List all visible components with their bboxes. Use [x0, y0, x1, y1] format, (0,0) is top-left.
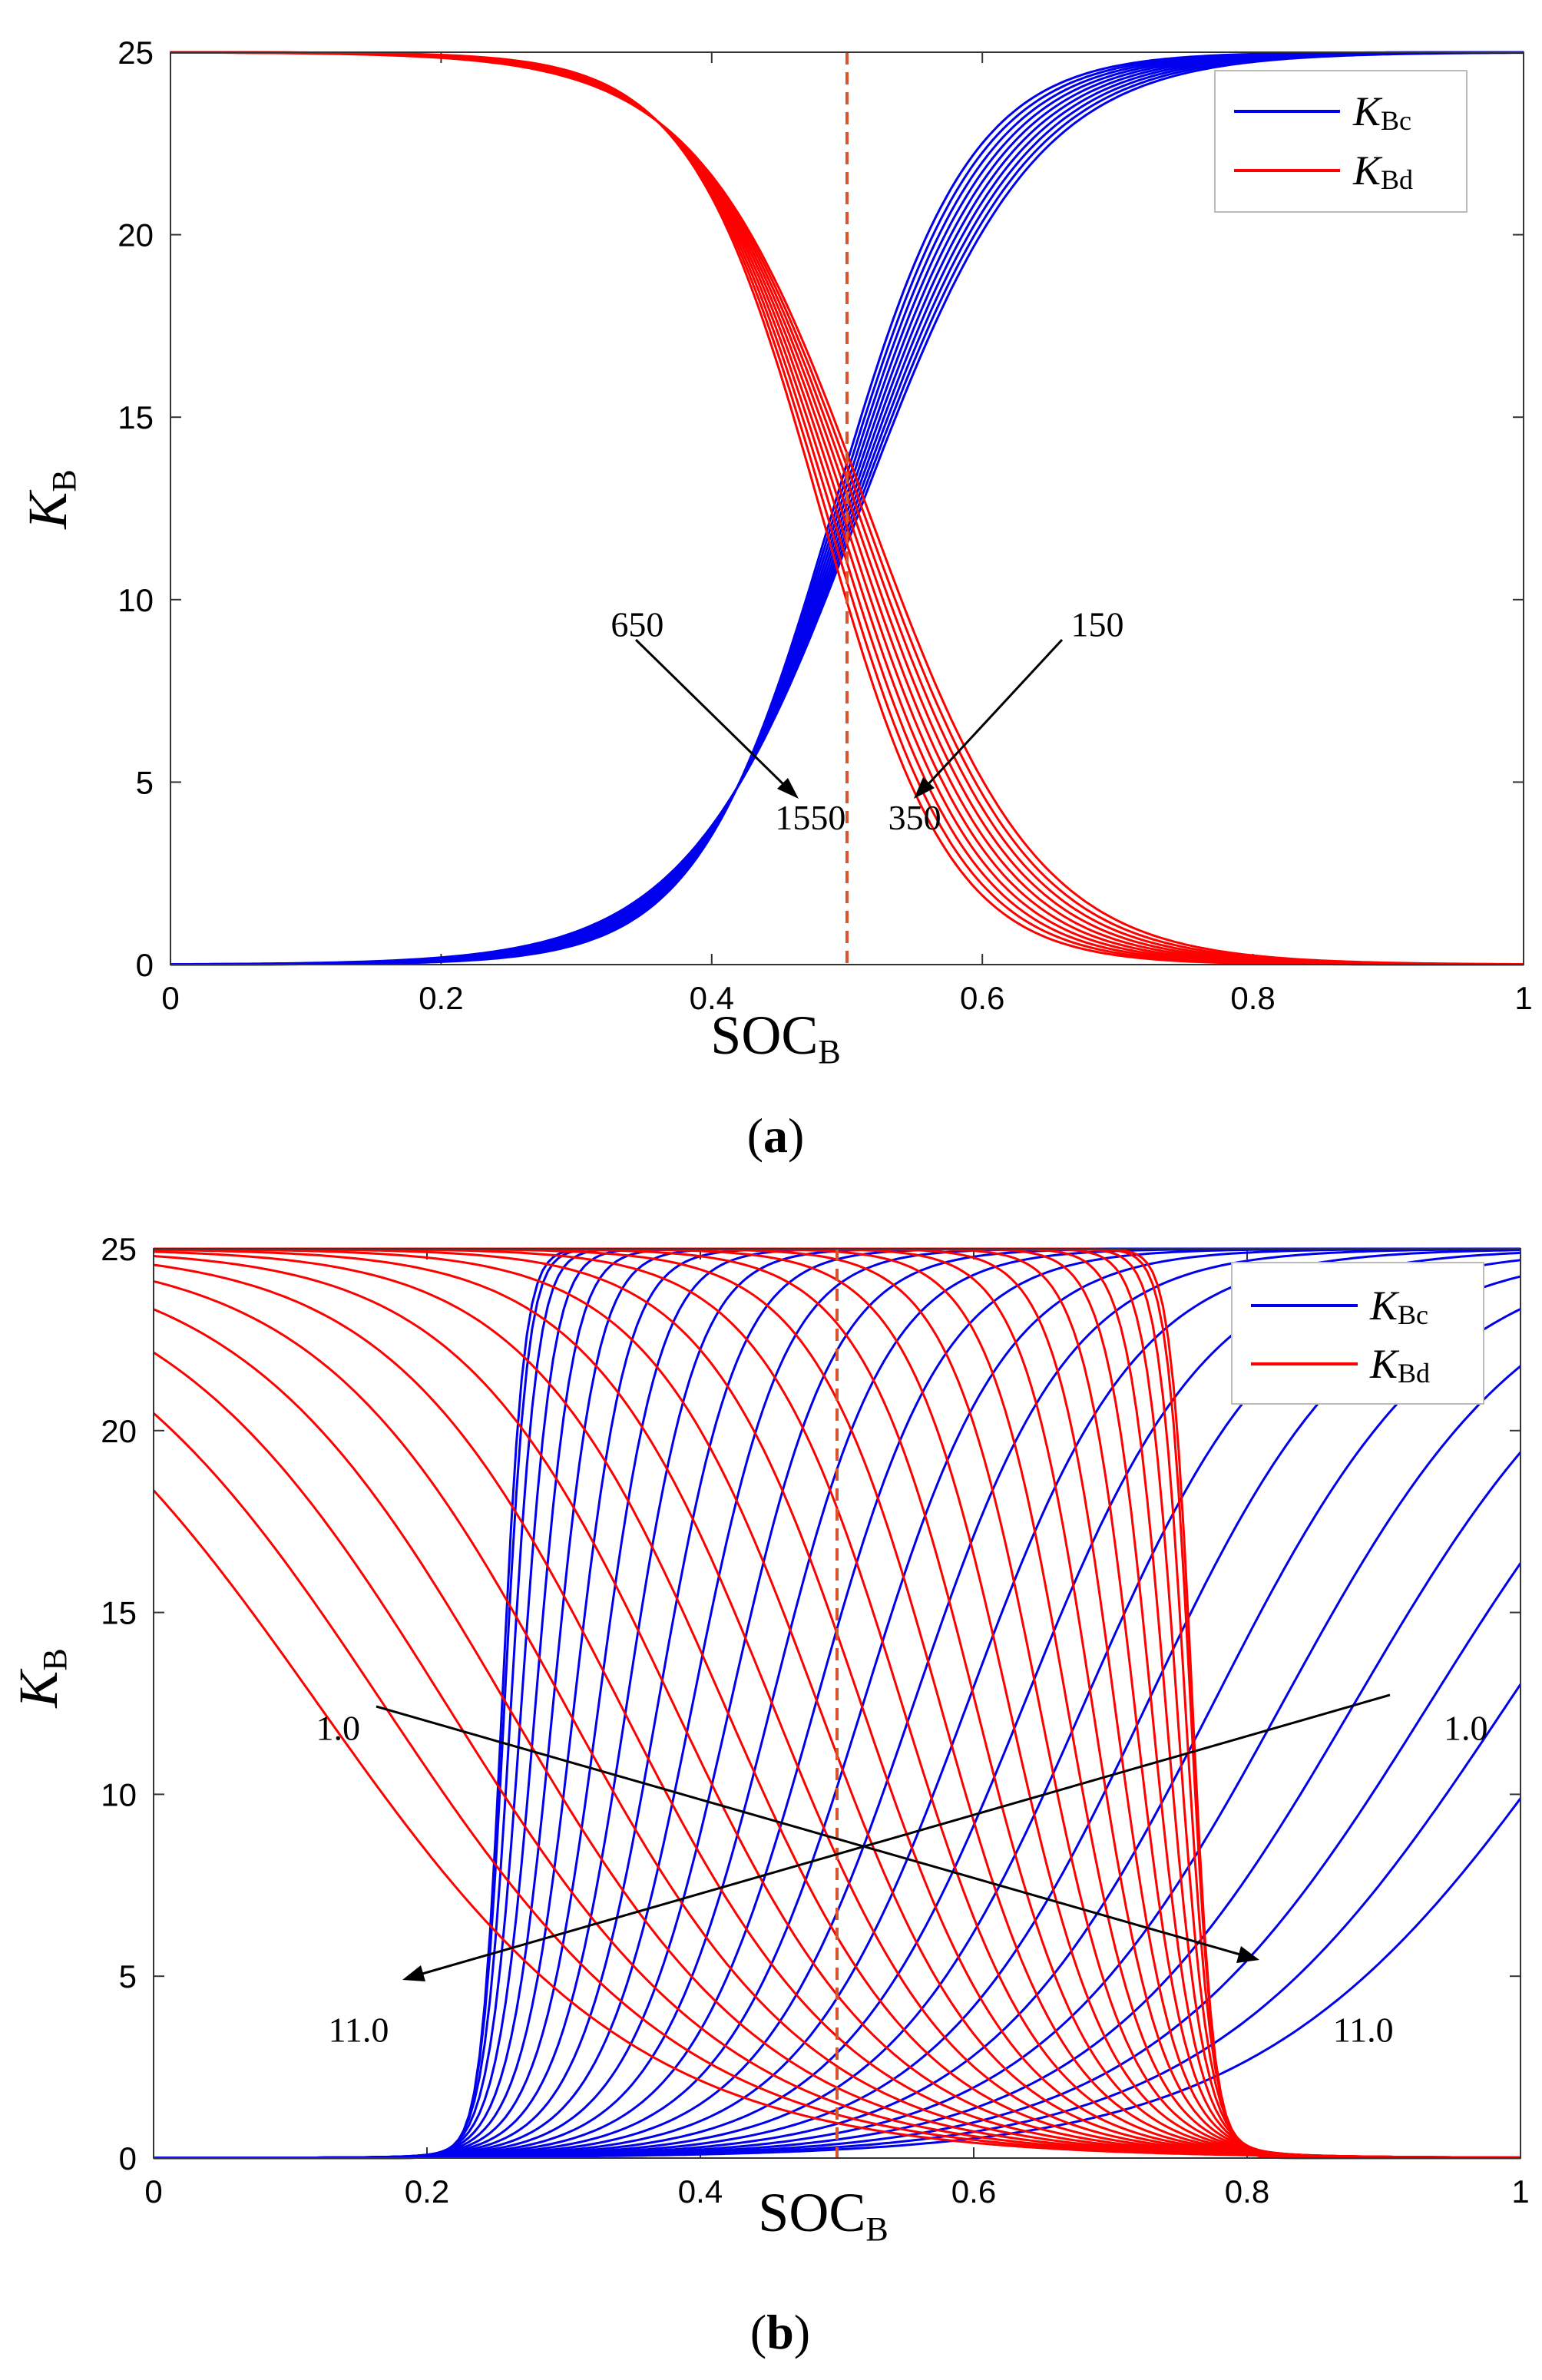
y-tick-label: 15: [101, 1595, 137, 1631]
y-tick-label: 5: [136, 764, 154, 800]
x-tick-label: 1: [1514, 980, 1532, 1016]
panel-b-annotation-arrows: [376, 1693, 1391, 1981]
panel-a-arrowhead-right: [914, 777, 935, 799]
panel-b-legend-kbd: KBd: [1369, 1341, 1430, 1389]
panel-a-arrowhead-left: [777, 778, 799, 799]
panel-a-arrow-left: [634, 638, 786, 787]
panel-b-legend-kbc: KBc: [1369, 1283, 1428, 1330]
x-tick-label: 0.4: [678, 2173, 723, 2210]
panel-b-x-tick-labels: 0 0.2 0.4 0.6 0.8 1: [144, 2173, 1529, 2210]
panel-b-arrowhead-down: [1236, 1946, 1259, 1963]
annotation-label: 650: [611, 604, 663, 644]
panel-a-x-tick-labels: 0 0.2 0.4 0.6 0.8 1: [161, 980, 1532, 1016]
series-line-kbd: [152, 1489, 1520, 2159]
panel-a-legend-kbd: KBd: [1352, 147, 1413, 195]
x-tick-label: 1: [1511, 2173, 1529, 2210]
panel-a-x-axis-title: SOCB: [710, 1005, 840, 1071]
panel-b-legend: KBc KBd: [1231, 1262, 1484, 1405]
annotation-label: 1550: [775, 798, 845, 837]
y-tick-label: 0: [136, 947, 154, 983]
x-tick-label: 0.2: [419, 980, 463, 1016]
x-tick-label: 0: [144, 2173, 162, 2210]
panel-a-plot-frame: [170, 51, 1524, 965]
panel-b-annotations: 1.0 11.0 1.0 11.0: [316, 1708, 1488, 2049]
annotation-label: 350: [888, 798, 941, 837]
panel-b-label: (b): [750, 2305, 810, 2359]
panel-a-legend-kbc: KBc: [1352, 88, 1411, 136]
panel-a-annotations: 650 1550 150 350: [611, 604, 1123, 837]
panel-a-arrow-right: [925, 638, 1064, 787]
annotation-label: 11.0: [1333, 2010, 1394, 2049]
x-tick-label: 0.4: [690, 980, 734, 1016]
annotation-label: 11.0: [329, 2010, 389, 2049]
panel-a-legend-box: [1214, 70, 1468, 213]
panel-a-y-tick-labels: 0 5 10 15 20 25: [117, 35, 154, 983]
panel-a-annotation-arrows: [634, 638, 1064, 799]
annotation-label: 1.0: [316, 1708, 361, 1747]
panel-b-arrow-up: [422, 1693, 1391, 1975]
panel-b-x-axis-title: SOCB: [758, 2182, 888, 2248]
x-tick-label: 0.8: [1230, 980, 1275, 1016]
y-tick-label: 25: [101, 1231, 137, 1267]
y-tick-label: 25: [117, 35, 154, 71]
panel-a-legend: KBc KBd: [1214, 70, 1468, 213]
x-tick-label: 0.6: [960, 980, 1004, 1016]
x-tick-label: 0: [161, 980, 179, 1016]
panel-b: 0 5 10 15 20 25 0 0.2 0.4 0.6 0.8 1 KBc KBd 1.0 11.…: [8, 1231, 1530, 2359]
panel-b-y-tick-labels: 0 5 10 15 20 25: [101, 1231, 137, 2176]
y-tick-label: 15: [117, 399, 154, 435]
annotation-label: 150: [1070, 604, 1123, 644]
panel-b-plot-frame: [153, 1248, 1521, 2159]
panel-a-y-axis-title: KB: [17, 469, 83, 529]
y-tick-label: 20: [101, 1413, 137, 1449]
y-tick-label: 5: [119, 1958, 137, 1994]
annotation-label: 1.0: [1444, 1708, 1488, 1747]
y-tick-label: 20: [117, 217, 154, 253]
y-tick-label: 10: [101, 1776, 137, 1812]
x-tick-label: 0.8: [1225, 2173, 1269, 2210]
x-tick-label: 0.2: [405, 2173, 449, 2210]
panel-b-arrowhead-up: [402, 1965, 425, 1981]
panel-b-y-axis-title: KB: [8, 1648, 74, 1708]
panel-b-arrow-down: [376, 1705, 1241, 1956]
panel-a: 0 5 10 15 20 25 0 0.2 0.4 0.6 0.8 1 KBc KBd 650 155…: [17, 35, 1533, 1163]
y-tick-label: 0: [119, 2140, 137, 2176]
x-tick-label: 0.6: [951, 2173, 996, 2210]
y-tick-label: 10: [117, 582, 154, 618]
panel-a-label: (a): [747, 1108, 805, 1163]
panel-b-legend-box: [1231, 1262, 1484, 1405]
